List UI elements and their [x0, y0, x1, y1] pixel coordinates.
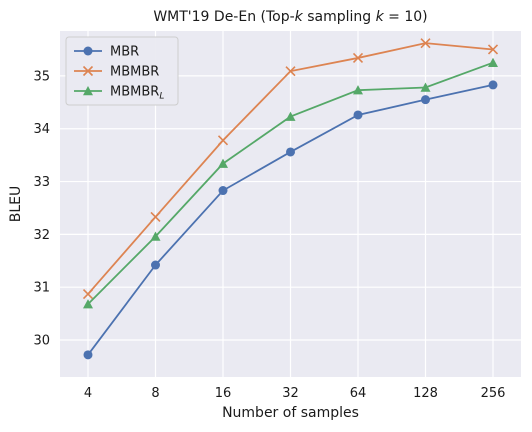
data-point: [151, 260, 160, 270]
data-point: [285, 111, 296, 121]
data-point: [150, 231, 161, 241]
legend-marker: [83, 86, 93, 96]
x-tick-label: 4: [84, 386, 92, 401]
x-tick-label: 64: [350, 386, 367, 401]
data-point: [488, 57, 498, 67]
data-point: [353, 85, 363, 95]
series-0: [83, 80, 498, 360]
data-point: [488, 80, 498, 90]
x-tick-label: 256: [481, 386, 506, 401]
legend-marker: [83, 46, 93, 56]
data-point: [150, 211, 161, 223]
legend-label: MBMBRL: [110, 85, 164, 102]
legend-item: MBR: [74, 45, 139, 60]
data-point: [487, 44, 499, 55]
y-tick-label: 33: [33, 175, 50, 190]
data-point: [83, 299, 93, 309]
y-tick-label: 31: [33, 281, 50, 296]
data-point: [285, 66, 296, 77]
x-tick-label: 32: [282, 386, 299, 401]
data-point: [420, 38, 431, 49]
y-tick-label: 35: [33, 69, 50, 84]
legend-label: MBMBR: [110, 65, 159, 80]
chart-title: WMT'19 De-En (Top-k sampling k = 10): [153, 9, 427, 25]
legend-box: [65, 36, 179, 106]
x-tick-label: 8: [151, 386, 159, 401]
data-point: [286, 147, 295, 157]
data-point: [420, 82, 431, 92]
legend: MBR MBMBR MBMBRL: [65, 36, 179, 106]
x-tick-labels: 4 8 16 32 64 128 256: [84, 386, 506, 401]
legend-item: MBMBRL: [74, 85, 164, 102]
legend-marker: [82, 65, 94, 77]
y-axis-label: BLEU: [8, 186, 24, 223]
legend-label: MBR: [110, 45, 139, 60]
y-tick-label: 34: [33, 122, 50, 137]
x-tick-label: 16: [215, 386, 232, 401]
data-point: [353, 110, 363, 120]
series-lines: [82, 38, 499, 360]
y-tick-label: 32: [33, 228, 50, 243]
data-point: [82, 289, 94, 300]
x-axis-label: Number of samples: [222, 405, 359, 421]
data-point: [218, 186, 228, 196]
series-1: [82, 38, 499, 300]
data-point: [83, 350, 93, 360]
data-point: [421, 95, 430, 105]
data-point: [218, 158, 228, 168]
x-tick-label: 128: [413, 386, 438, 401]
y-tick-labels: 30 31 32 33 34 35: [33, 69, 50, 348]
data-point: [217, 135, 229, 146]
legend-item: MBMBR: [74, 65, 159, 80]
data-point: [352, 52, 364, 64]
series-2: [83, 57, 498, 309]
y-tick-label: 30: [33, 334, 50, 349]
